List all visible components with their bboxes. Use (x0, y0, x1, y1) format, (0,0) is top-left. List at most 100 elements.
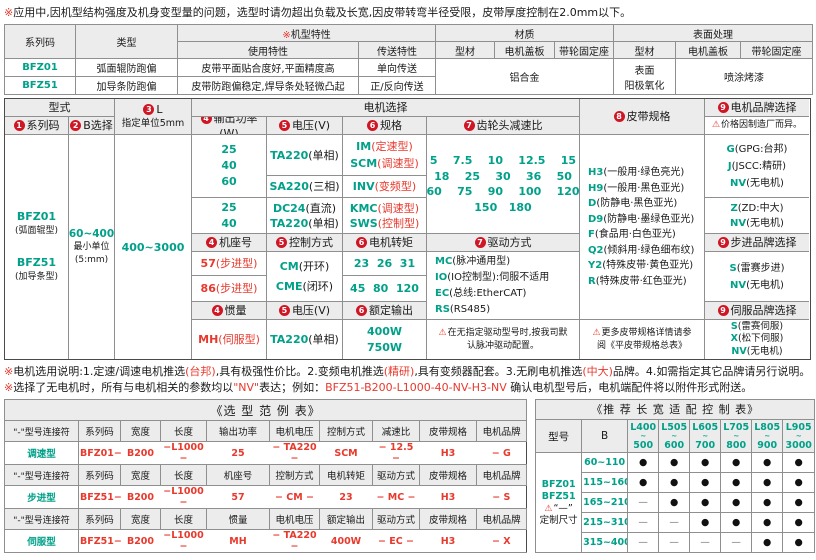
length-range-header: L705 ~800 (720, 418, 753, 454)
type-header: 类型 (75, 24, 178, 59)
length-body: 400~3000 (115, 135, 192, 359)
selection-example-table: 《选 型 范 例 表》 "-"型号连接符 系列码 宽度 长度 输出功率 电机电压 控制方式减… (3, 399, 528, 553)
material-header: 材质 (435, 24, 615, 42)
profile-header: 型材 (435, 41, 496, 59)
example-step-row: 步进型 BFZ51− B200 −L1000 −57− CM −23− MC − H3… (4, 485, 527, 509)
type-cell: 加导条防跑偏 (75, 76, 178, 95)
width-col-header: 2 B选择 (69, 117, 115, 135)
servo-brand-header: 9 伺服品牌选择 (705, 302, 809, 320)
example-table-title: 《选 型 范 例 表》 (3, 399, 528, 421)
fit-row: 315~400 — — — — ● ● (536, 532, 816, 553)
series-code-header: 系列码 (4, 24, 76, 59)
fit-table-title: 《推 荐 长 宽 适 配 控 制 表》 (535, 399, 816, 420)
no-motor-note: ※选择了无电机时，所有与电机相关的参数均以"NV"表达；例如：BFZ51-B20… (4, 381, 753, 394)
brand-price-note: ⚠价格因制造厂而异。 (705, 117, 809, 135)
example-header-row: "-"型号连接符 系列码 宽度 长度 机座号 控制方式 电机转矩 驱动方式 皮带规格 电机品牌 (4, 464, 528, 486)
control-cm-cme: CM(开环) CME(闭环) (267, 252, 343, 302)
note-mark: ※ (4, 6, 14, 19)
torque-57: 23 26 31 (343, 252, 427, 276)
torque-86: 45 80 120 (343, 276, 427, 302)
example-label: 伺服型 (4, 529, 79, 553)
series-body: BFZ01 (弧面辊型) BFZ51 (加导条型) (5, 135, 69, 359)
control-mode-header: 5 控制方式 (267, 234, 343, 252)
fit-row: 165~210 — ● ● ● ● ● (536, 492, 816, 514)
spec-kmc-sws: KMC(调速型) SWS(控制型) (343, 198, 427, 234)
size-fit-table: 《推 荐 长 宽 适 配 控 制 表》 型号 B L400 ~500 L505 ~6… (535, 399, 816, 553)
frame-86: 86(步进型) (192, 276, 267, 302)
type-cell: 弧面辊防跑偏 (75, 58, 178, 77)
length-range-header: L905 ~3000 (782, 418, 816, 454)
surface-profile-value: 表面 阳极氧化 (613, 58, 677, 95)
motor-brand-header: 9 电机品牌选择 (705, 99, 809, 117)
fit-row: BFZ01 BFZ51 ⚠“—” 定制尺寸 60~110 ● ● ● ● ● ● (535, 452, 816, 553)
motor-cover-header: 电机盖板 (494, 41, 556, 59)
width-col-header: B (581, 418, 629, 454)
brand-group-zd: Z(ZD:中大) NV(无电机) (705, 198, 809, 234)
model-col-header: 型号 (535, 418, 583, 454)
gear-ratio-header: 7 齿轮头减速比 (427, 117, 580, 135)
machine-feature-header: ※机型特性 (176, 24, 437, 42)
example-servo-row: 伺服型 BFZ51− B200 −L1000 − MH − TA220 −400W − E… (4, 529, 527, 553)
brand-group-servo: S(雷赛伺服) X(松下伺服) NV(无电机) (730, 320, 784, 357)
series-col-header: 1 系列码 (5, 117, 69, 135)
motor-selection-note: ※电机选用说明:1.定速/调速电机推选(台邦),具有极强性价比。2.变频电机推选… (4, 365, 811, 378)
fit-header-row: 型号 B L400 ~500 L505 ~600 L605 ~700 L705 ~800… (535, 418, 816, 454)
motor-cover-header2: 电机盖板 (675, 41, 742, 59)
inertia-mh: MH(伺服型) (192, 320, 267, 359)
motor-select-header: 电机选择 (192, 99, 580, 117)
length-range-header: L805 ~900 (751, 418, 784, 454)
table-row: BFZ01 弧面辊防跑偏 皮带平面贴合度好,平面精度高 单向传送 铝合金 表面阳… (4, 58, 814, 95)
power-group-b: 25 40 (192, 198, 267, 234)
top-note-text: 应用中,因机型结构强度及机身变型量的问题，选型时请勿超出负载及长宽,因皮带转弯半… (13, 6, 632, 19)
surface-header: 表面处理 (613, 24, 814, 42)
length-range-header: L505 ~600 (658, 418, 691, 454)
spec-col-header: 6 规格 (343, 117, 427, 135)
belt-more-note: ⚠更多皮带规格详情请参 阅《平皮带规格总表》 (580, 320, 705, 359)
rated-output-header: 6 额定输出 (343, 302, 427, 320)
voltage-servo: TA220(单相) (267, 320, 343, 359)
belt-spec-header: 8 皮带规格 (580, 99, 705, 135)
voltage-dc24-ta220: DC24(直流) TA220(单相) (267, 198, 343, 234)
voltage-ta220: TA220(单相) (267, 135, 343, 176)
fit-model-cell: BFZ01 BFZ51 ⚠“—” 定制尺寸 (535, 452, 583, 553)
drive-default-note: ⚠在无指定驱动型号时,按我司默 认脉冲驱动配置。 (427, 320, 580, 359)
surface-paint-value: 喷涂烤漆 (675, 58, 814, 95)
brand-group-step: S(雷赛步进) NV(无电机) (705, 252, 809, 302)
example-label: 步进型 (4, 485, 79, 509)
series-bfz51: BFZ51 (4, 76, 76, 95)
top-note: ※应用中,因机型结构强度及机身变型量的问题，选型时请勿超出负载及长宽,因皮带转弯… (4, 5, 812, 20)
belt-spec-list: H3(一般用·绿色亮光) H9(一般用·黑色亚光) D(防静电·黑色亚光) D9… (580, 135, 705, 320)
transfer-header: 传送特性 (357, 41, 437, 59)
rated-output-values: 400W 750W (343, 320, 427, 359)
drive-mode-header: 7 驱动方式 (427, 234, 580, 252)
length-range-header: L605 ~700 (689, 418, 722, 454)
spec-inv: INV(变频型) (343, 176, 427, 198)
example-header-row: "-"型号连接符 系列码 宽度 长度 输出功率 电机电压 控制方式 减速比 皮带规格 电机品牌 (4, 420, 528, 442)
transfer-cell: 单向传送 (357, 58, 437, 77)
voltage-header2: 5 电压(V) (267, 302, 343, 320)
use-cell: 皮带防跑偏稳定,焊导条处轻微凸起 (177, 76, 359, 95)
frame-size-header: 4 机座号 (192, 234, 267, 252)
pulley-seat-header: 带轮固定座 (554, 41, 615, 59)
brand-group-general: G(GPG:台邦) J(JSCC:精研) NV(无电机) (705, 135, 809, 198)
series-bfz01: BFZ01 (4, 58, 76, 77)
profile-header2: 型材 (613, 41, 677, 59)
voltage-sa220: SA220(三相) (267, 176, 343, 198)
length-range-header: L400 ~500 (627, 418, 660, 454)
material-value: 铝合金 (435, 58, 615, 95)
inertia-header: 4 惯量 (192, 302, 267, 320)
transfer-cell: 正/反向传送 (357, 76, 437, 95)
voltage-col-header: 5 电压(V) (267, 117, 343, 135)
step-brand-header: 9 步进品牌选择 (705, 234, 809, 252)
model-format-header: 型式 (5, 99, 115, 117)
example-label: 调速型 (4, 441, 79, 465)
example-header-row: "-"型号连接符 系列码 宽度 长度 惯量 电机电压 额定输出 驱动方式 皮带规格 电机品牌 (4, 508, 528, 530)
use-cell: 皮带平面贴合度好,平面精度高 (177, 58, 359, 77)
pulley-seat-header2: 带轮固定座 (740, 41, 814, 59)
fit-row: 215~310 — — ● ● ● ● (536, 512, 816, 534)
spec-im-scm: IM(定速型) SCM(调速型) (343, 135, 427, 176)
drive-mode-list: MC(脉冲通用型) IO(IO控制型):伺服不适用 EC(总线:EtherCAT… (427, 252, 580, 320)
use-feature-header: 使用特性 (177, 41, 359, 59)
